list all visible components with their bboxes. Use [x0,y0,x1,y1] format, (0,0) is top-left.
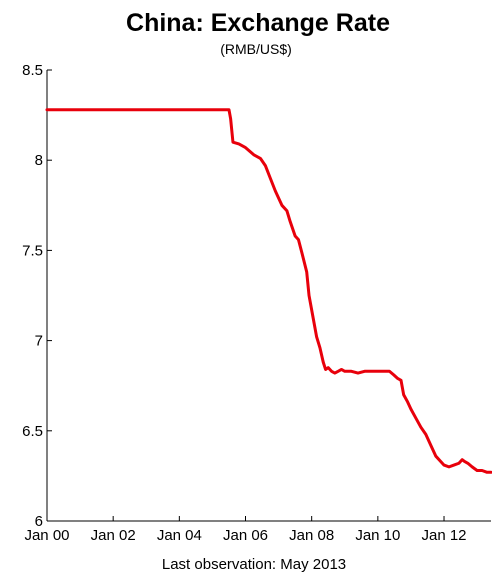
y-tick-label: 8.5 [22,62,43,79]
chart-title: China: Exchange Rate [126,9,390,37]
x-tick-label: Jan 04 [157,527,202,544]
x-tick-label: Jan 06 [223,527,268,544]
y-tick-label: 6 [35,513,43,530]
y-tick-label: 7 [35,333,43,350]
x-ticks: Jan 00 Jan 02 Jan 04 Jan 06 Jan 08 Jan 10 Jan … [24,516,467,544]
x-tick-label: Jan 12 [421,527,466,544]
y-tick-label: 8 [35,152,43,169]
x-tick-label: Jan 02 [91,527,136,544]
chart-footnote: Last observation: May 2013 [162,556,346,573]
axes [46,70,491,522]
y-tick-label: 7.5 [22,242,43,259]
y-tick-label: 6.5 [22,423,43,440]
x-tick-label: Jan 00 [24,527,69,544]
chart-subtitle: (RMB/US$) [220,41,292,57]
y-ticks: 6 6.5 7 7.5 8 8.5 [22,62,52,530]
exchange-rate-line [45,108,492,474]
x-tick-label: Jan 08 [289,527,334,544]
series-group [45,108,492,474]
x-tick-label: Jan 10 [355,527,400,544]
